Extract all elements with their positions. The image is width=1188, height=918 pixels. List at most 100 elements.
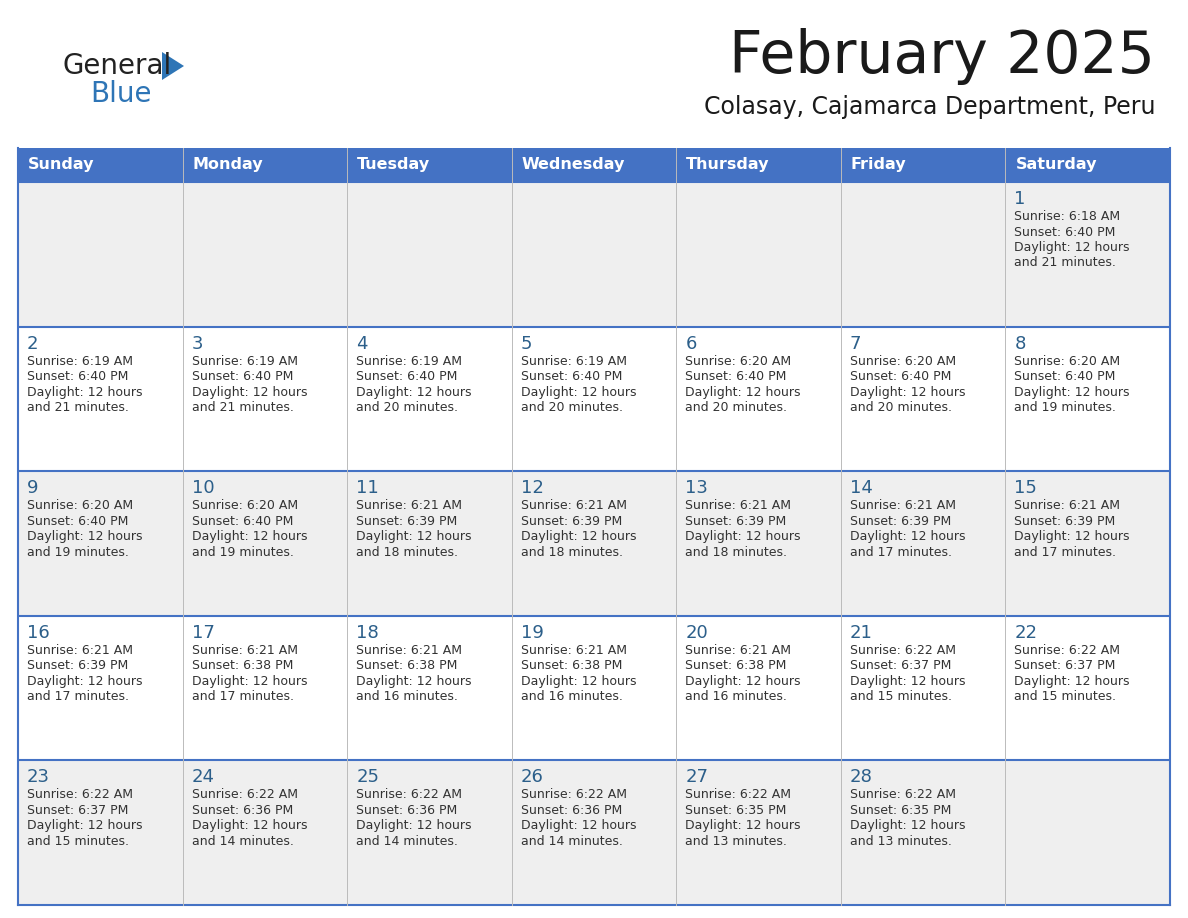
Text: Sunrise: 6:21 AM: Sunrise: 6:21 AM	[27, 644, 133, 656]
Text: Daylight: 12 hours: Daylight: 12 hours	[1015, 386, 1130, 398]
Text: Sunset: 6:37 PM: Sunset: 6:37 PM	[849, 659, 952, 672]
Text: 13: 13	[685, 479, 708, 498]
Text: and 21 minutes.: and 21 minutes.	[27, 401, 128, 414]
Text: Saturday: Saturday	[1016, 158, 1097, 173]
Text: Sunrise: 6:20 AM: Sunrise: 6:20 AM	[27, 499, 133, 512]
Text: and 20 minutes.: and 20 minutes.	[849, 401, 952, 414]
Text: Daylight: 12 hours: Daylight: 12 hours	[520, 531, 637, 543]
Text: Sunrise: 6:22 AM: Sunrise: 6:22 AM	[849, 789, 956, 801]
Text: Sunset: 6:36 PM: Sunset: 6:36 PM	[520, 804, 623, 817]
Text: Sunrise: 6:20 AM: Sunrise: 6:20 AM	[685, 354, 791, 367]
Text: 14: 14	[849, 479, 873, 498]
Text: Sunset: 6:36 PM: Sunset: 6:36 PM	[356, 804, 457, 817]
Text: Daylight: 12 hours: Daylight: 12 hours	[685, 820, 801, 833]
Text: 24: 24	[191, 768, 215, 787]
Text: Sunrise: 6:19 AM: Sunrise: 6:19 AM	[356, 354, 462, 367]
Text: Daylight: 12 hours: Daylight: 12 hours	[1015, 531, 1130, 543]
Text: Colasay, Cajamarca Department, Peru: Colasay, Cajamarca Department, Peru	[703, 95, 1155, 119]
Text: Sunrise: 6:22 AM: Sunrise: 6:22 AM	[27, 789, 133, 801]
Text: Daylight: 12 hours: Daylight: 12 hours	[1015, 675, 1130, 688]
Text: Sunrise: 6:21 AM: Sunrise: 6:21 AM	[191, 644, 297, 656]
Text: and 17 minutes.: and 17 minutes.	[849, 545, 952, 559]
Text: 16: 16	[27, 624, 50, 642]
Text: and 13 minutes.: and 13 minutes.	[849, 834, 952, 848]
Text: Sunset: 6:36 PM: Sunset: 6:36 PM	[191, 804, 292, 817]
Text: Daylight: 12 hours: Daylight: 12 hours	[520, 820, 637, 833]
Text: and 17 minutes.: and 17 minutes.	[1015, 545, 1117, 559]
Text: Daylight: 12 hours: Daylight: 12 hours	[849, 531, 966, 543]
Bar	[512, 148, 676, 182]
Text: and 18 minutes.: and 18 minutes.	[356, 545, 459, 559]
Bar	[18, 148, 183, 182]
Text: and 15 minutes.: and 15 minutes.	[27, 834, 129, 848]
Bar	[347, 148, 512, 182]
Text: 26: 26	[520, 768, 544, 787]
Text: Daylight: 12 hours: Daylight: 12 hours	[520, 386, 637, 398]
Text: Sunrise: 6:21 AM: Sunrise: 6:21 AM	[1015, 499, 1120, 512]
Bar	[676, 148, 841, 182]
Text: Sunrise: 6:21 AM: Sunrise: 6:21 AM	[849, 499, 956, 512]
Text: and 20 minutes.: and 20 minutes.	[356, 401, 459, 414]
Text: 7: 7	[849, 334, 861, 353]
Text: Sunset: 6:39 PM: Sunset: 6:39 PM	[27, 659, 128, 672]
Text: Monday: Monday	[192, 158, 264, 173]
Text: 5: 5	[520, 334, 532, 353]
Text: Sunset: 6:39 PM: Sunset: 6:39 PM	[685, 515, 786, 528]
Text: Daylight: 12 hours: Daylight: 12 hours	[356, 820, 472, 833]
Text: Sunset: 6:38 PM: Sunset: 6:38 PM	[520, 659, 623, 672]
Text: Daylight: 12 hours: Daylight: 12 hours	[27, 675, 143, 688]
Text: 6: 6	[685, 334, 696, 353]
Text: Daylight: 12 hours: Daylight: 12 hours	[685, 675, 801, 688]
Text: Sunset: 6:40 PM: Sunset: 6:40 PM	[356, 370, 457, 383]
Text: and 21 minutes.: and 21 minutes.	[1015, 256, 1117, 270]
Text: Daylight: 12 hours: Daylight: 12 hours	[685, 531, 801, 543]
Text: 20: 20	[685, 624, 708, 642]
Text: Sunday: Sunday	[29, 158, 95, 173]
Text: and 19 minutes.: and 19 minutes.	[27, 545, 128, 559]
Text: 8: 8	[1015, 334, 1025, 353]
Text: 1: 1	[1015, 190, 1025, 208]
Text: Thursday: Thursday	[687, 158, 770, 173]
Text: Sunrise: 6:22 AM: Sunrise: 6:22 AM	[685, 789, 791, 801]
Bar	[18, 471, 1170, 616]
Text: Sunset: 6:40 PM: Sunset: 6:40 PM	[27, 370, 128, 383]
Bar	[841, 148, 1005, 182]
Text: and 20 minutes.: and 20 minutes.	[685, 401, 788, 414]
Text: Daylight: 12 hours: Daylight: 12 hours	[356, 531, 472, 543]
Text: Daylight: 12 hours: Daylight: 12 hours	[191, 820, 307, 833]
Text: Sunset: 6:40 PM: Sunset: 6:40 PM	[685, 370, 786, 383]
Text: Sunset: 6:40 PM: Sunset: 6:40 PM	[27, 515, 128, 528]
Text: Sunset: 6:40 PM: Sunset: 6:40 PM	[849, 370, 952, 383]
Text: and 17 minutes.: and 17 minutes.	[27, 690, 129, 703]
Text: Sunset: 6:38 PM: Sunset: 6:38 PM	[356, 659, 457, 672]
Text: and 16 minutes.: and 16 minutes.	[685, 690, 788, 703]
Text: Wednesday: Wednesday	[522, 158, 625, 173]
Text: Daylight: 12 hours: Daylight: 12 hours	[1015, 241, 1130, 254]
Text: Sunset: 6:39 PM: Sunset: 6:39 PM	[1015, 515, 1116, 528]
Text: 18: 18	[356, 624, 379, 642]
Text: Sunrise: 6:21 AM: Sunrise: 6:21 AM	[356, 644, 462, 656]
Text: and 19 minutes.: and 19 minutes.	[191, 545, 293, 559]
Text: 12: 12	[520, 479, 544, 498]
Text: Sunset: 6:40 PM: Sunset: 6:40 PM	[1015, 226, 1116, 239]
Text: Sunrise: 6:21 AM: Sunrise: 6:21 AM	[685, 499, 791, 512]
Text: Sunset: 6:35 PM: Sunset: 6:35 PM	[685, 804, 786, 817]
Text: and 15 minutes.: and 15 minutes.	[849, 690, 952, 703]
Text: and 14 minutes.: and 14 minutes.	[520, 834, 623, 848]
Text: and 20 minutes.: and 20 minutes.	[520, 401, 623, 414]
Text: Daylight: 12 hours: Daylight: 12 hours	[27, 386, 143, 398]
Text: Daylight: 12 hours: Daylight: 12 hours	[849, 820, 966, 833]
Text: 23: 23	[27, 768, 50, 787]
Text: 2: 2	[27, 334, 38, 353]
Text: Daylight: 12 hours: Daylight: 12 hours	[520, 675, 637, 688]
Text: Daylight: 12 hours: Daylight: 12 hours	[356, 675, 472, 688]
Text: Sunrise: 6:19 AM: Sunrise: 6:19 AM	[27, 354, 133, 367]
Text: and 17 minutes.: and 17 minutes.	[191, 690, 293, 703]
Text: Sunset: 6:40 PM: Sunset: 6:40 PM	[1015, 370, 1116, 383]
Text: Sunrise: 6:22 AM: Sunrise: 6:22 AM	[191, 789, 297, 801]
Text: 15: 15	[1015, 479, 1037, 498]
Text: Sunrise: 6:22 AM: Sunrise: 6:22 AM	[520, 789, 627, 801]
Text: and 19 minutes.: and 19 minutes.	[1015, 401, 1117, 414]
Bar	[1005, 148, 1170, 182]
Bar	[18, 616, 1170, 760]
